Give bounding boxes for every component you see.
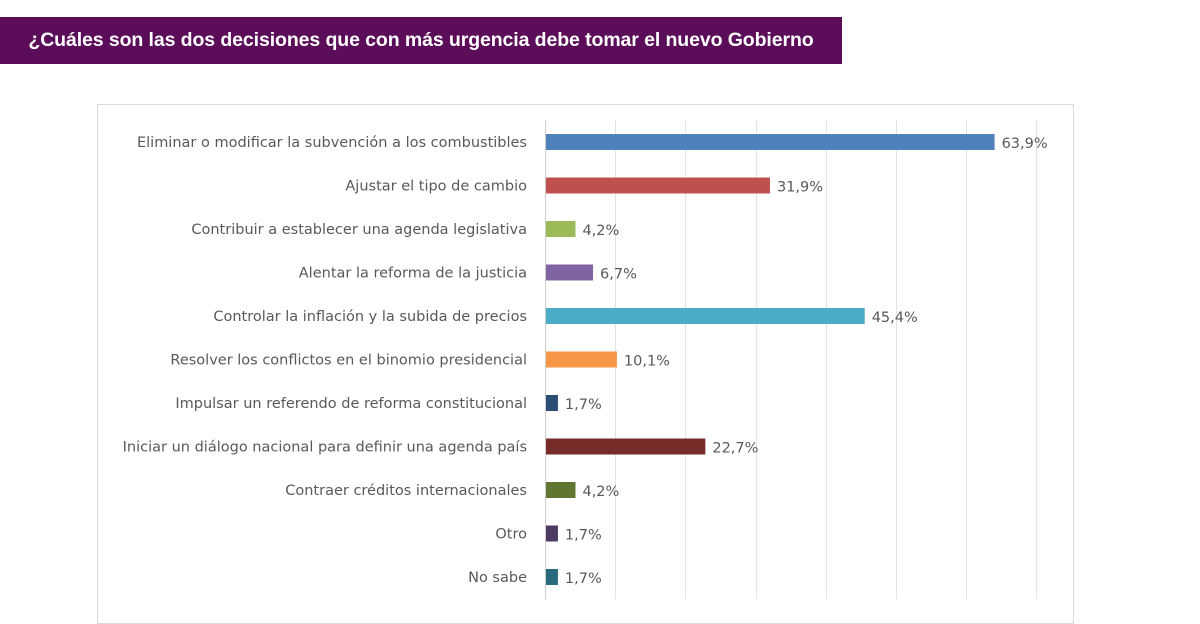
data-label: 4,2%	[582, 484, 619, 500]
data-label: 45,4%	[872, 310, 918, 326]
bars	[546, 134, 995, 585]
data-label: 1,7%	[565, 528, 602, 544]
bar	[546, 134, 995, 150]
data-label: 31,9%	[777, 180, 823, 196]
category-label: Resolver los conflictos en el binomio pr…	[170, 353, 527, 369]
category-label: Eliminar o modificar la subvención a los…	[137, 135, 527, 151]
data-label: 1,7%	[565, 397, 602, 413]
data-label: 63,9%	[1002, 136, 1048, 152]
data-label: 10,1%	[624, 354, 670, 370]
bar	[546, 177, 770, 194]
data-label: 1,7%	[565, 571, 602, 587]
category-label: Iniciar un diálogo nacional para definir…	[123, 440, 527, 456]
category-label: No sabe	[468, 570, 527, 586]
data-label: 6,7%	[600, 267, 637, 283]
category-label: Contraer créditos internacionales	[285, 483, 527, 499]
bar-chart: Eliminar o modificar la subvención a los…	[123, 120, 1048, 599]
bar	[546, 395, 558, 411]
value-labels: 63,9% 31,9% 4,2% 6,7% 45,4% 10,1% 1,7% 22,7% 4,2…	[565, 136, 1048, 587]
category-label: Alentar la reforma de la justicia	[299, 266, 527, 282]
category-label: Otro	[495, 527, 527, 543]
category-label: Ajustar el tipo de cambio	[345, 179, 527, 195]
bar	[546, 482, 576, 498]
category-label: Impulsar un referendo de reforma constit…	[175, 396, 527, 412]
chart-title-banner: ¿Cuáles son las dos decisiones que con m…	[0, 17, 842, 64]
data-label: 4,2%	[582, 223, 619, 239]
category-label: Controlar la inflación y la subida de pr…	[213, 309, 527, 325]
bar	[546, 525, 558, 542]
bar	[546, 264, 594, 281]
data-label: 22,7%	[712, 441, 758, 457]
bar	[546, 569, 558, 585]
bar	[546, 438, 706, 455]
bar	[546, 308, 865, 324]
bar	[546, 351, 617, 368]
gridlines	[545, 120, 1037, 599]
category-label: Contribuir a establecer una agenda legis…	[191, 222, 527, 238]
category-labels: Eliminar o modificar la subvención a los…	[123, 135, 527, 586]
bar	[546, 221, 576, 237]
chart-title: ¿Cuáles son las dos decisiones que con m…	[28, 29, 814, 51]
